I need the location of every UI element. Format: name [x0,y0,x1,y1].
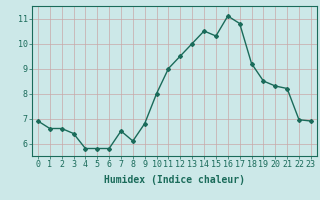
X-axis label: Humidex (Indice chaleur): Humidex (Indice chaleur) [104,175,245,185]
